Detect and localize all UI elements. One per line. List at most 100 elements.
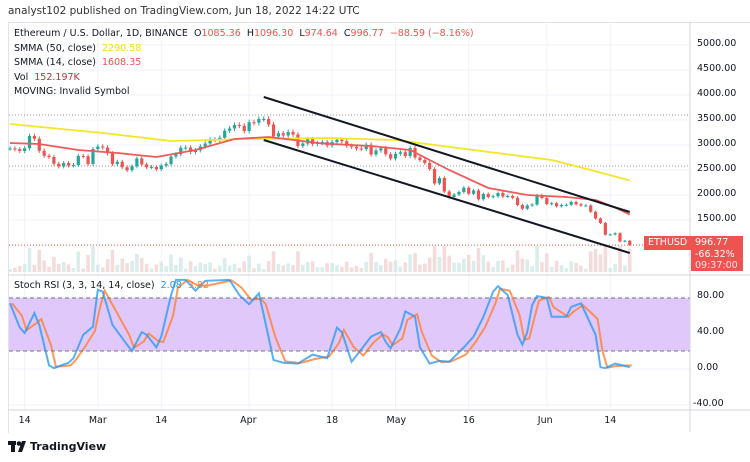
trendlines [263,96,631,254]
volume-bar [593,248,598,272]
volume-bar [442,246,447,272]
volume-bar [130,260,134,272]
candle-body [506,196,510,197]
candle-body [188,147,193,152]
volume-bar [335,265,339,272]
candle-body [457,192,461,195]
candle-body [520,205,524,209]
candle-body [589,205,593,212]
candle-body [130,166,134,171]
volume-bar [588,251,593,272]
candle-body [535,195,539,205]
time-tick-label: 16 [462,415,475,426]
candle-body [340,139,344,142]
price-tick-label: 2000.00 [697,188,737,199]
volume-bar [42,260,46,272]
candle-body [101,146,105,148]
candle-body [603,223,607,235]
candle-body [384,148,388,155]
volume-bar [310,261,315,272]
candle-body [491,196,495,198]
price-tick-label: 2500.00 [697,163,737,174]
candle-body [584,205,588,207]
ohlc-row: Ethereum / U.S. Dollar, 1D, BINANCE O108… [14,27,474,42]
volume-bar [505,267,510,272]
candle-body [608,234,612,236]
moving-label: MOVING: Invalid Symbol [14,86,130,97]
candle-body [437,178,442,184]
volume-bar [598,254,603,272]
candle-body [174,154,178,157]
candle-body [91,149,95,164]
volume-bar [569,261,573,272]
stoch-legend[interactable]: Stoch RSI (3, 3, 14, 14, close) 2.08 3.8… [14,280,209,291]
candle-body [418,157,422,160]
candle-body [262,119,266,120]
volume-bar [545,253,549,272]
volume-bar [364,261,369,272]
volume-bar [423,263,427,272]
volume-legend[interactable]: Vol 152.197K [14,71,474,86]
candle-body [393,153,398,159]
volume-bar [354,266,359,272]
volume-bar [413,252,417,272]
tradingview-logo[interactable]: TradingView [8,440,106,453]
volume-bar [486,261,491,272]
candle-body [525,205,529,209]
volume-bar [457,262,461,272]
volume-bar [164,266,168,272]
candle-body [613,233,617,235]
volume-bar [159,261,164,272]
low-label: L [299,28,305,39]
candle-body [125,167,129,171]
volume-bar [57,263,61,272]
candle-body [389,154,393,159]
bar-countdown: 09:37:00 [695,260,738,271]
volume-bar [520,258,525,272]
logo-text: TradingView [30,440,107,453]
stoch-band [9,298,690,351]
candle-body [335,139,339,142]
volume-bar [574,262,578,272]
volume-bar [252,268,256,272]
volume-bar [281,265,286,272]
trendline [263,96,631,213]
candle-body [193,150,198,152]
candle-body [115,161,119,164]
candle-body [267,119,271,125]
volume-bar [183,268,188,272]
candle-body [242,125,246,131]
symbol-title[interactable]: Ethereum / U.S. Dollar, 1D, BINANCE [14,28,188,39]
volume-bar [491,267,495,272]
volume-bar [349,267,354,272]
volume-bar [198,262,203,272]
candle-body [530,204,534,206]
candle-body [140,158,144,165]
volume-bar [393,260,398,272]
price-tick-label: 3000.00 [697,138,737,149]
candle-body [57,163,61,167]
smma14-legend[interactable]: SMMA (14, close) 1608.35 [14,56,474,71]
stoch-d-value: 3.82 [187,280,209,291]
candle-body [462,187,466,192]
volume-bar [471,260,476,272]
smma50-legend[interactable]: SMMA (50, close) 2290.58 [14,42,474,57]
volume-bar [398,266,403,272]
candle-body [403,152,407,156]
candle-body [350,145,354,147]
moving-legend[interactable]: MOVING: Invalid Symbol [14,85,474,100]
volume-bar [149,268,154,272]
candle-body [291,132,295,135]
volume-bar [237,267,242,272]
volume-bar [222,257,227,272]
last-price-label: 996.77 -66.32% 09:37:00 [691,236,743,271]
stoch-tick-label: -40.00 [693,398,724,409]
volume-bar [466,255,471,272]
volume-bar [325,263,329,272]
candle-body [545,198,549,204]
time-tick-label: 18 [326,415,339,426]
candle-body [374,150,378,155]
last-price: 996.77 [695,237,729,248]
candle-body [159,165,163,170]
